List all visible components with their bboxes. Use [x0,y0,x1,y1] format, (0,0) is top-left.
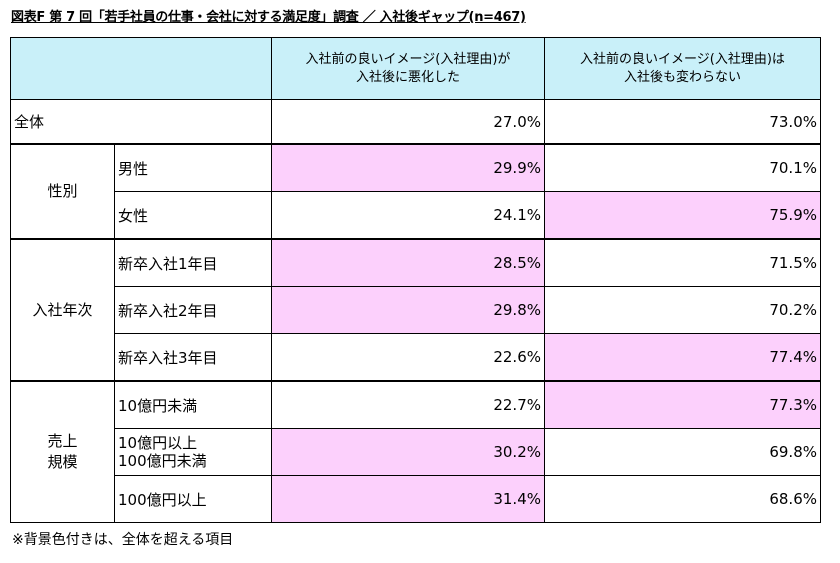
value-worsened: 28.5% [271,238,545,287]
value-unchanged: 77.4% [544,333,821,382]
header-corner [10,37,272,100]
value-unchanged: 77.3% [544,380,821,429]
row-label: 新卒入社1年目 [114,238,272,287]
data-table: 入社前の良いイメージ(入社理由)が 入社後に悪化した 入社前の良いイメージ(入社理由… [10,37,821,523]
value-worsened: 29.8% [271,286,545,334]
row-label: 全体 [10,99,272,145]
group-label: 入社年次 [10,238,115,382]
table-row: 入社年次 新卒入社1年目 28.5% 71.5% [10,238,821,382]
value-unchanged: 73.0% [544,99,821,145]
table-row: 性別 男性 29.9% 70.1% [10,143,821,240]
value-worsened: 31.4% [271,475,545,523]
chart-title: 図表F 第 7 回「若手社員の仕事・会社に対する満足度」調査 ／ 入社後ギャップ… [11,10,526,25]
column-header-unchanged: 入社前の良いイメージ(入社理由)は 入社後も変わらない [544,37,821,100]
survey-table: 入社前の良いイメージ(入社理由)が 入社後に悪化した 入社前の良いイメージ(入社理由… [10,37,821,524]
row-label: 10億円以上 100億円未満 [114,428,272,476]
row-label: 100億円以上 [114,475,272,523]
value-worsened: 29.9% [271,143,545,192]
row-label: 女性 [114,191,272,240]
group-label: 売上 規模 [10,380,115,523]
table-row: 女性 24.1% 75.9% [11,191,821,240]
footnote: ※背景色付きは、全体を超える項目 [12,532,234,548]
table-row: 売上 規模 10億円未満 22.7% 77.3% [10,380,821,523]
value-worsened: 22.6% [271,333,545,382]
value-unchanged: 70.1% [544,143,821,192]
value-unchanged: 70.2% [544,286,821,334]
row-label: 10億円未満 [114,380,272,429]
table-row: 全体 27.0% 73.0% [10,99,821,145]
table-row: 100億円以上 31.4% 68.6% [11,475,821,523]
value-worsened: 30.2% [271,428,545,476]
row-label: 新卒入社2年目 [114,286,272,334]
header-row: 入社前の良いイメージ(入社理由)が 入社後に悪化した 入社前の良いイメージ(入社理由… [10,37,821,100]
table-row: 新卒入社3年目 22.6% 77.4% [11,333,821,382]
value-worsened: 22.7% [271,380,545,429]
value-unchanged: 71.5% [544,238,821,287]
value-unchanged: 69.8% [544,428,821,476]
row-label: 新卒入社3年目 [114,333,272,382]
table-row: 10億円以上 100億円未満 30.2% 69.8% [11,428,821,476]
table-row: 新卒入社2年目 29.8% 70.2% [11,286,821,334]
value-unchanged: 68.6% [544,475,821,523]
value-unchanged: 75.9% [544,191,821,240]
column-header-worsened: 入社前の良いイメージ(入社理由)が 入社後に悪化した [271,37,545,100]
value-worsened: 27.0% [271,99,545,145]
group-label: 性別 [10,143,115,240]
value-worsened: 24.1% [271,191,545,240]
row-label: 男性 [114,143,272,192]
